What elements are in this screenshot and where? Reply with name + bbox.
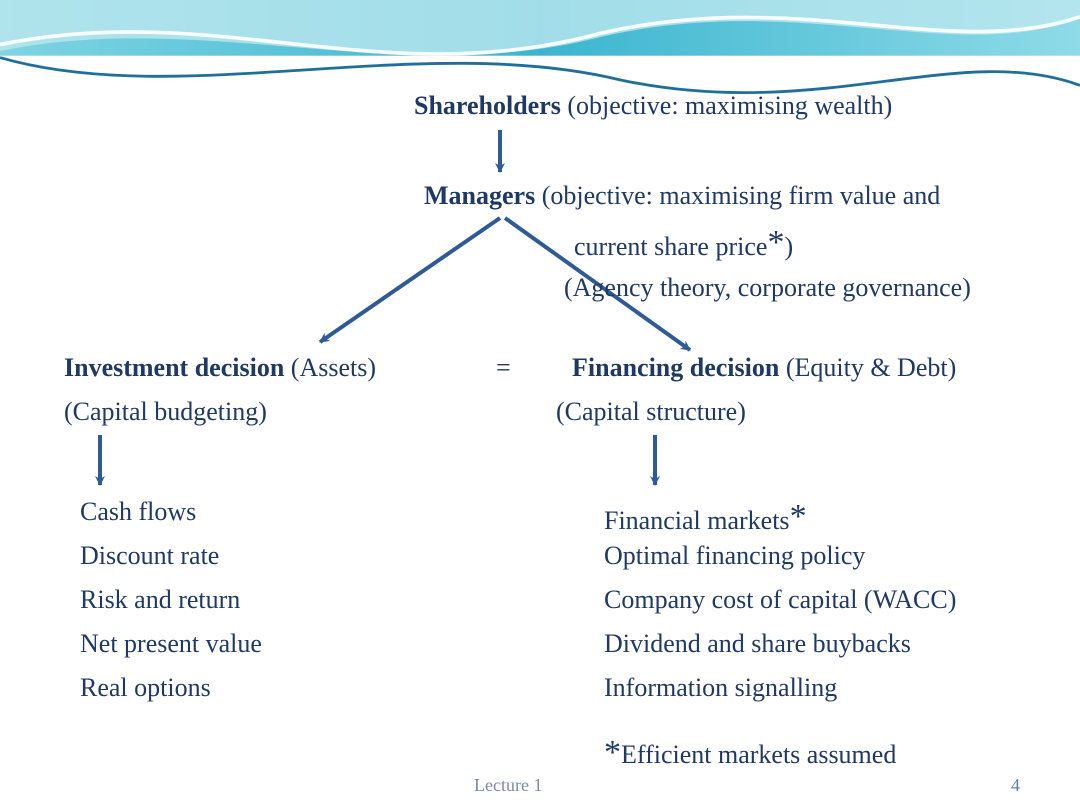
investment-detail: (Assets) [284, 353, 376, 382]
investment-title: Investment decision [64, 353, 284, 382]
page-number: 4 [1011, 775, 1020, 796]
managers-node-line1: Managers (objective: maximising firm val… [424, 180, 940, 213]
list-item: Cash flows [80, 496, 196, 529]
managers-detail2s: ) [784, 232, 793, 261]
footer-lecture: Lecture 1 [474, 775, 542, 796]
financing-node: Financing decision (Equity & Debt) [572, 352, 956, 385]
financing-sub: (Capital structure) [556, 396, 746, 429]
list-item: Dividend and share buybacks [604, 628, 911, 661]
shareholders-node: Shareholders (objective: maximising weal… [414, 90, 892, 123]
star-icon: * [790, 498, 807, 535]
star-icon: * [604, 734, 621, 771]
list-item: Risk and return [80, 584, 240, 617]
equals-sign: = [496, 352, 511, 385]
managers-detail2p: current share price [574, 232, 767, 261]
investment-node: Investment decision (Assets) [64, 352, 376, 385]
managers-title: Managers [424, 181, 535, 210]
list-item: Optimal financing policy [604, 540, 865, 573]
managers-node-line2: current share price*) [574, 222, 793, 265]
financing-item-0: Financial markets [604, 506, 790, 535]
shareholders-title: Shareholders [414, 91, 561, 120]
financing-detail: (Equity & Debt) [779, 353, 956, 382]
managers-node-line3: (Agency theory, corporate governance) [564, 272, 971, 305]
managers-detail1: (objective: maximising firm value and [535, 181, 940, 210]
financing-title: Financing decision [572, 353, 779, 382]
list-item: Real options [80, 672, 211, 705]
list-item: Financial markets* [604, 496, 807, 539]
footnote-text: Efficient markets assumed [621, 740, 896, 769]
list-item: Net present value [80, 628, 262, 661]
star-icon: * [767, 224, 784, 261]
diagram-content: Shareholders (objective: maximising weal… [0, 0, 1080, 810]
list-item: Company cost of capital (WACC) [604, 584, 956, 617]
list-item: Information signalling [604, 672, 837, 705]
list-item: Discount rate [80, 540, 219, 573]
shareholders-detail: (objective: maximising wealth) [561, 91, 892, 120]
footnote: *Efficient markets assumed [604, 732, 896, 775]
investment-sub: (Capital budgeting) [64, 396, 267, 429]
